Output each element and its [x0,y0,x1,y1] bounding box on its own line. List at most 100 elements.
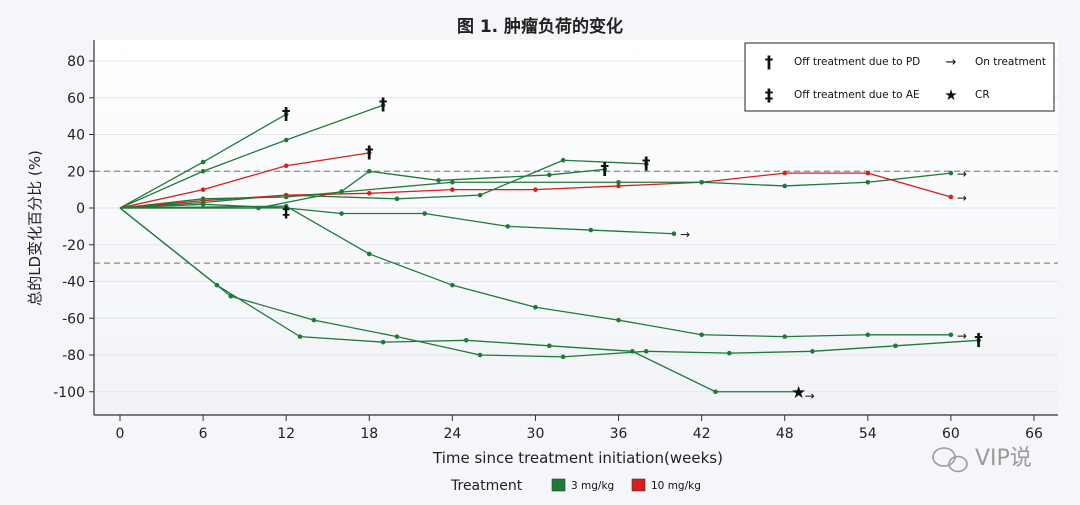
data-point [477,192,483,198]
data-point [200,159,206,165]
data-point [699,179,704,185]
legend-10mg-label: 10 mg/kg [651,480,701,492]
series-line [119,205,951,338]
data-point [893,343,898,349]
grid [94,60,1058,393]
data-point [616,317,621,323]
y-tick-label: -40 [62,275,85,291]
data-point [948,170,954,176]
end-marker-arrow: → [957,329,967,343]
y-tick-label: 0 [76,201,85,217]
legend-ae-label: Off treatment due to AE [794,89,920,101]
data-point [782,170,788,176]
data-point [547,172,552,178]
wechat-icon [932,447,968,473]
y-tick-label: -60 [62,311,85,327]
data-point [380,102,386,108]
data-point [200,187,206,192]
end-marker-arrow: → [805,389,815,403]
treatment-legend-title: Treatment [450,478,523,494]
data-point [463,338,469,343]
y-ticks: 80 60 40 20 0 -20 -40 -60 -80 -100 [53,54,94,401]
y-tick-label: -80 [62,348,85,364]
data-point [366,168,372,174]
y-tick-label: 40 [67,128,85,144]
data-point [450,282,455,288]
series-line [119,203,674,235]
watermark: VIP说 [932,446,1032,473]
data-point [200,168,206,174]
end-marker-arrow: → [957,191,967,205]
end-marker-dagger: † [974,330,983,350]
data-point [339,211,344,216]
end-marker-arrow: → [680,228,690,242]
y-tick-label: 20 [67,164,85,180]
data-point [283,137,289,143]
symbol-legend: † Off treatment due to PD → On treatment… [744,42,1055,112]
legend-swatch-3mg [551,478,566,492]
end-marker-dagger: † [600,159,609,179]
data-point [200,196,206,202]
data-point [366,191,372,196]
data-point [588,227,594,233]
data-point [283,111,289,117]
data-point [450,187,455,192]
series-3mg: → [119,203,967,343]
data-point [602,167,607,172]
legend-on-label: On treatment [975,56,1046,68]
data-point [713,389,718,395]
legend-box [744,42,1055,112]
chart-title: 图 1. 肿瘤负荷的变化 [457,16,623,37]
data-point [643,161,649,167]
data-point [560,157,566,163]
x-tick-label: 0 [116,426,125,442]
treatment-legend: Treatment 3 mg/kg 10 mg/kg [450,478,701,494]
data-point [699,332,704,338]
x-tick-label: 12 [277,426,295,442]
arrow-symbol: → [946,55,957,70]
data-point [810,349,815,354]
end-marker-star: ★ [791,383,806,403]
data-point [200,202,206,207]
reference-lines [94,170,1058,264]
x-axis-label: Time since treatment initiation(weeks) [432,449,723,467]
series-3mg: † [119,104,291,209]
x-tick-label: 42 [693,426,711,442]
data-point [436,178,441,183]
dagger-symbol: † [765,53,774,73]
end-marker-dagger: † [379,95,388,115]
series-3mg: → [119,167,967,209]
x-tick-label: 18 [360,426,378,442]
data-point [796,389,801,395]
x-tick-label: 30 [527,426,545,442]
x-tick-label: 24 [443,426,461,442]
data-point [948,194,954,200]
data-point [976,338,981,343]
x-tick-label: 36 [610,426,628,442]
y-tick-label: -20 [62,238,85,254]
data-point [865,179,871,185]
data-point [283,194,289,200]
data-point [643,349,649,354]
series-3mg: ‡ [120,203,290,221]
data-point [366,150,372,156]
end-marker-dagger: † [282,104,291,124]
y-tick-label: 80 [67,54,85,70]
y-tick-label: -100 [53,385,85,401]
y-axis-label: 总的LD变化百分比 (%) [26,150,44,306]
data-point [394,196,400,202]
y-tick-label: 60 [67,91,85,107]
end-marker-dagger: † [365,143,374,163]
end-marker-double-dagger: ‡ [282,203,290,221]
data-point [311,317,317,323]
data-point [547,343,552,349]
data-point [450,179,455,185]
series-group: † ††††→→★→†→→‡ [119,95,983,403]
end-marker-dagger: † [642,154,651,174]
legend-3mg-label: 3 mg/kg [571,480,614,492]
series-3mg: † [119,95,388,209]
series-10mg: † [119,143,374,209]
watermark-text: VIP说 [975,446,1032,471]
